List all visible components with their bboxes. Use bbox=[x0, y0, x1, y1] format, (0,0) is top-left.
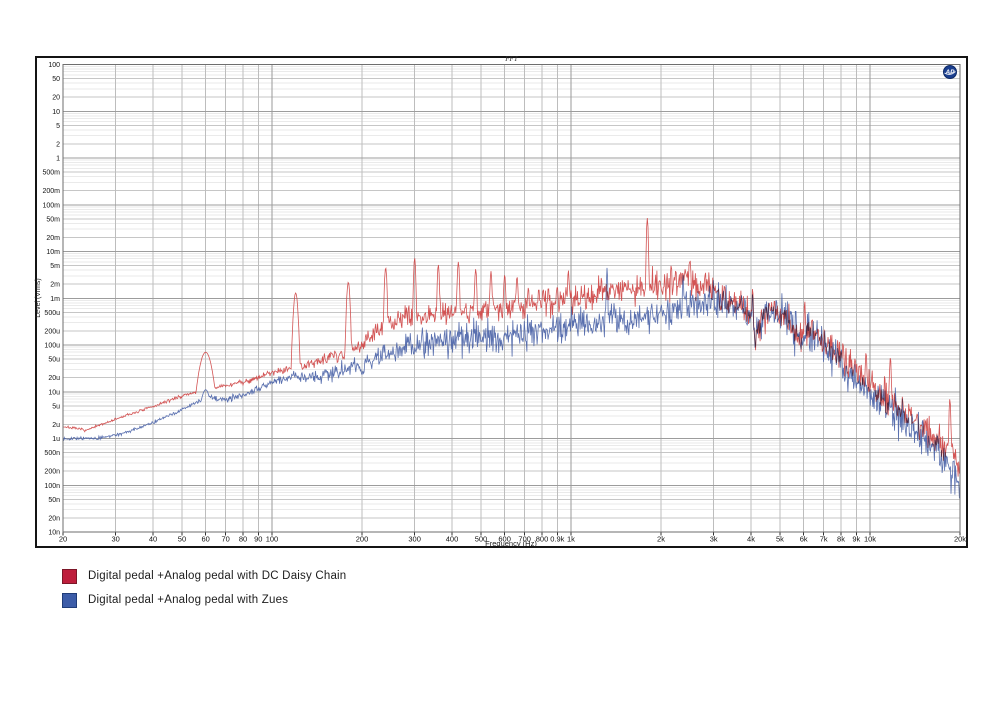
x-axis-title: Frequency (Hz) bbox=[485, 539, 537, 548]
svg-text:50: 50 bbox=[52, 76, 60, 83]
legend-swatch-blue bbox=[62, 592, 77, 608]
svg-text:1m: 1m bbox=[50, 296, 60, 303]
svg-text:90: 90 bbox=[254, 535, 262, 544]
svg-text:100: 100 bbox=[266, 535, 279, 544]
gridlines-minor bbox=[63, 66, 960, 511]
svg-text:6k: 6k bbox=[800, 535, 808, 544]
svg-text:500n: 500n bbox=[44, 450, 60, 457]
trace-red bbox=[63, 217, 960, 477]
svg-text:300: 300 bbox=[408, 535, 421, 544]
svg-text:20n: 20n bbox=[48, 515, 60, 522]
svg-text:50n: 50n bbox=[48, 497, 60, 504]
svg-text:50u: 50u bbox=[48, 357, 60, 364]
svg-text:7k: 7k bbox=[820, 535, 828, 544]
svg-text:800: 800 bbox=[536, 535, 549, 544]
gridlines-major bbox=[63, 64, 960, 532]
svg-text:9k: 9k bbox=[852, 535, 860, 544]
ap-logo-icon: AP bbox=[943, 65, 957, 79]
svg-text:80: 80 bbox=[239, 535, 247, 544]
svg-text:100m: 100m bbox=[42, 202, 60, 209]
svg-text:5: 5 bbox=[56, 123, 60, 130]
svg-text:10k: 10k bbox=[864, 535, 876, 544]
y-axis-title: Level (Vrms) bbox=[35, 278, 42, 317]
svg-text:100n: 100n bbox=[44, 483, 60, 490]
svg-text:8k: 8k bbox=[837, 535, 845, 544]
svg-text:2m: 2m bbox=[50, 282, 60, 289]
svg-text:20k: 20k bbox=[954, 535, 966, 544]
svg-text:5k: 5k bbox=[776, 535, 784, 544]
svg-text:1u: 1u bbox=[52, 436, 60, 443]
svg-text:70: 70 bbox=[222, 535, 230, 544]
legend-label: Digital pedal +Analog pedal with DC Dais… bbox=[88, 570, 347, 582]
svg-text:500: 500 bbox=[475, 535, 488, 544]
svg-text:200u: 200u bbox=[44, 328, 60, 335]
svg-text:200m: 200m bbox=[42, 188, 60, 195]
svg-text:200n: 200n bbox=[44, 469, 60, 476]
plot-border bbox=[62, 64, 961, 533]
svg-text:3k: 3k bbox=[710, 535, 718, 544]
svg-text:10n: 10n bbox=[48, 530, 60, 537]
svg-text:700: 700 bbox=[518, 535, 531, 544]
svg-text:500m: 500m bbox=[42, 170, 60, 177]
svg-text:20: 20 bbox=[52, 95, 60, 102]
svg-text:40: 40 bbox=[149, 535, 157, 544]
legend-item: Digital pedal +Analog pedal with Zues bbox=[62, 592, 346, 608]
ap-logo-text: AP bbox=[944, 69, 955, 76]
traces bbox=[63, 217, 960, 499]
legend-item: Digital pedal +Analog pedal with DC Dais… bbox=[62, 568, 347, 584]
legend-swatch-red bbox=[62, 568, 77, 584]
tick-labels: 20 30 40 50 60 70 80 90 100 200 300 400 500 600 700 800… bbox=[42, 62, 966, 544]
svg-text:30: 30 bbox=[111, 535, 119, 544]
svg-text:2k: 2k bbox=[657, 535, 665, 544]
axis-ticks bbox=[62, 532, 961, 536]
ap-logo: AP bbox=[942, 64, 958, 80]
legend: Digital pedal +Analog pedal with DC Dais… bbox=[62, 568, 347, 617]
svg-text:5u: 5u bbox=[52, 403, 60, 410]
svg-text:0.9k: 0.9k bbox=[550, 535, 564, 544]
svg-text:10m: 10m bbox=[46, 249, 60, 256]
svg-text:20m: 20m bbox=[46, 235, 60, 242]
svg-text:50m: 50m bbox=[46, 216, 60, 223]
svg-text:60: 60 bbox=[201, 535, 209, 544]
svg-text:100u: 100u bbox=[44, 343, 60, 350]
chart-title: FFT bbox=[505, 55, 518, 63]
svg-text:500u: 500u bbox=[44, 310, 60, 317]
svg-text:1: 1 bbox=[56, 156, 60, 163]
svg-text:1k: 1k bbox=[567, 535, 575, 544]
svg-text:400: 400 bbox=[446, 535, 459, 544]
svg-text:20: 20 bbox=[59, 535, 67, 544]
svg-text:2: 2 bbox=[56, 141, 60, 148]
svg-text:20u: 20u bbox=[48, 375, 60, 382]
svg-text:100: 100 bbox=[48, 62, 60, 69]
chart-panel bbox=[35, 56, 968, 548]
svg-text:200: 200 bbox=[356, 535, 369, 544]
svg-text:2u: 2u bbox=[52, 422, 60, 429]
svg-text:600: 600 bbox=[498, 535, 511, 544]
svg-text:50: 50 bbox=[178, 535, 186, 544]
svg-text:10u: 10u bbox=[48, 389, 60, 396]
svg-text:4k: 4k bbox=[747, 535, 755, 544]
svg-text:10: 10 bbox=[52, 109, 60, 116]
svg-text:5m: 5m bbox=[50, 263, 60, 270]
legend-label: Digital pedal +Analog pedal with Zues bbox=[88, 594, 289, 606]
